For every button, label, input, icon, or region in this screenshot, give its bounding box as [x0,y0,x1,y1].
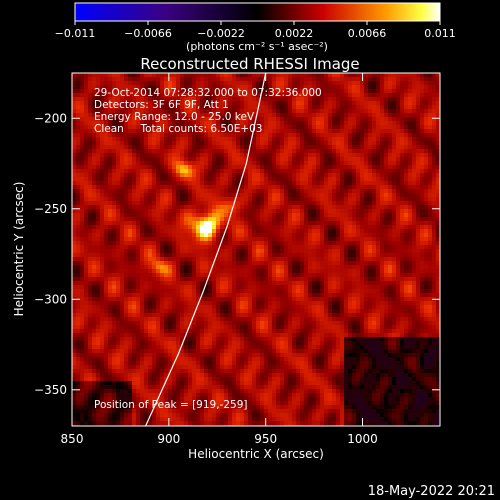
annotation-clean-counts: Clean Total counts: 6.50E+03 [94,123,263,135]
y-tick-label: −200 [34,111,67,125]
info-annotations: 29-Oct-2014 07:28:32.000 to 07:32:36.000… [94,87,322,135]
x-tick-label: 850 [61,432,84,446]
colorbar-ticks: −0.011 −0.0066 −0.0022 0.0022 0.0066 0.011 [55,21,456,40]
annotation-time: 29-Oct-2014 07:28:32.000 to 07:32:36.000 [94,87,322,99]
plot-area: 850 900 950 1000 −200 −250 −300 −350 [34,72,441,446]
colorbar-tick-label: 0.011 [424,27,456,40]
colorbar: −0.011 −0.0066 −0.0022 0.0022 0.0066 0.011 (p… [55,2,456,53]
colorbar-gradient [74,2,441,22]
plot-frame [71,72,441,427]
colorbar-tick-label: −0.0066 [124,27,172,40]
x-tick-label: 1000 [347,432,378,446]
x-axis-label: Heliocentric X (arcsec) [188,447,324,461]
y-axis-label: Heliocentric Y (arcsec) [12,182,26,317]
solar-limb-curve [145,73,267,426]
colorbar-tick-label: −0.0022 [197,27,245,40]
x-tick-label: 900 [157,432,180,446]
peak-position-label: Position of Peak = [919,-259] [94,399,248,411]
colorbar-tick-label: 0.0022 [275,27,314,40]
heatmap-image [72,73,440,426]
annotation-detectors: Detectors: 3F 6F 9F, Att 1 [94,99,229,111]
axis-ticks: 850 900 950 1000 −200 −250 −300 −350 [34,73,440,446]
y-tick-label: −300 [34,292,67,306]
y-tick-label: −350 [34,383,67,397]
y-tick-label: −250 [34,202,67,216]
chart-title: Reconstructed RHESSI Image [140,55,359,73]
colorbar-tick-label: 0.0066 [348,27,387,40]
colorbar-tick-label: −0.011 [55,27,96,40]
footer-timestamp: 18-May-2022 20:21 [368,484,495,499]
x-tick-label: 950 [254,432,277,446]
annotation-energy: Energy Range: 12.0 - 25.0 keV [94,111,255,123]
colorbar-label: (photons cm⁻² s⁻¹ asec⁻²) [186,40,328,53]
